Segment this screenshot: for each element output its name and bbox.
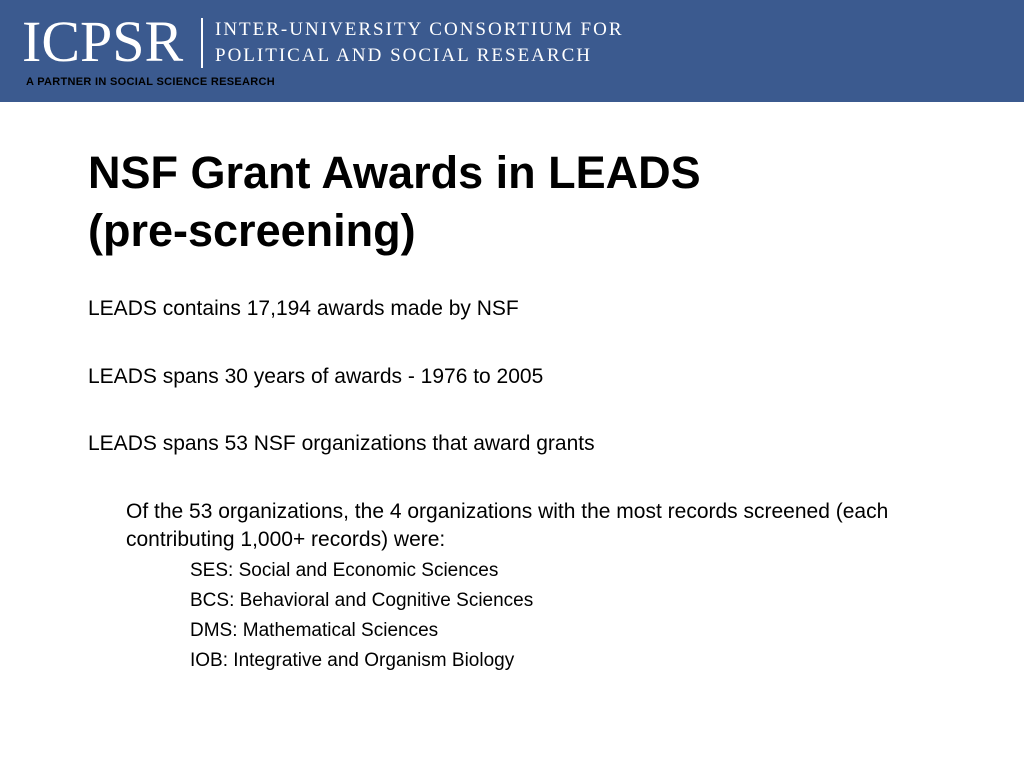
header-banner: ICPSR INTER-UNIVERSITY CONSORTIUM FOR PO… bbox=[0, 0, 1024, 102]
bullet-years-span: LEADS spans 30 years of awards - 1976 to… bbox=[88, 365, 544, 388]
slide-title-line-2: (pre-screening) bbox=[88, 205, 416, 256]
org-item-ses: SES: Social and Economic Sciences bbox=[190, 560, 499, 581]
consortium-name: INTER-UNIVERSITY CONSORTIUM FOR POLITICA… bbox=[215, 17, 624, 69]
slide-title: NSF Grant Awards in LEADS (pre-screening… bbox=[88, 144, 968, 260]
slide-title-line-1: NSF Grant Awards in LEADS bbox=[88, 147, 701, 198]
bullet-organizations: LEADS spans 53 NSF organizations that aw… bbox=[88, 432, 595, 455]
consortium-line-2: POLITICAL AND SOCIAL RESEARCH bbox=[215, 45, 592, 66]
org-item-dms: DMS: Mathematical Sciences bbox=[190, 620, 439, 641]
consortium-line-1: INTER-UNIVERSITY CONSORTIUM FOR bbox=[215, 19, 624, 40]
icpsr-logo: ICPSR bbox=[22, 9, 184, 74]
org-item-bcs: BCS: Behavioral and Cognitive Sciences bbox=[190, 590, 534, 611]
bullet-awards-count: LEADS contains 17,194 awards made by NSF bbox=[88, 297, 519, 320]
tagline: A PARTNER IN SOCIAL SCIENCE RESEARCH bbox=[26, 76, 275, 88]
org-item-iob: IOB: Integrative and Organism Biology bbox=[190, 650, 515, 671]
sub-bullet-top-organizations: Of the 53 organizations, the 4 organizat… bbox=[126, 500, 889, 551]
logo-divider bbox=[201, 18, 203, 68]
